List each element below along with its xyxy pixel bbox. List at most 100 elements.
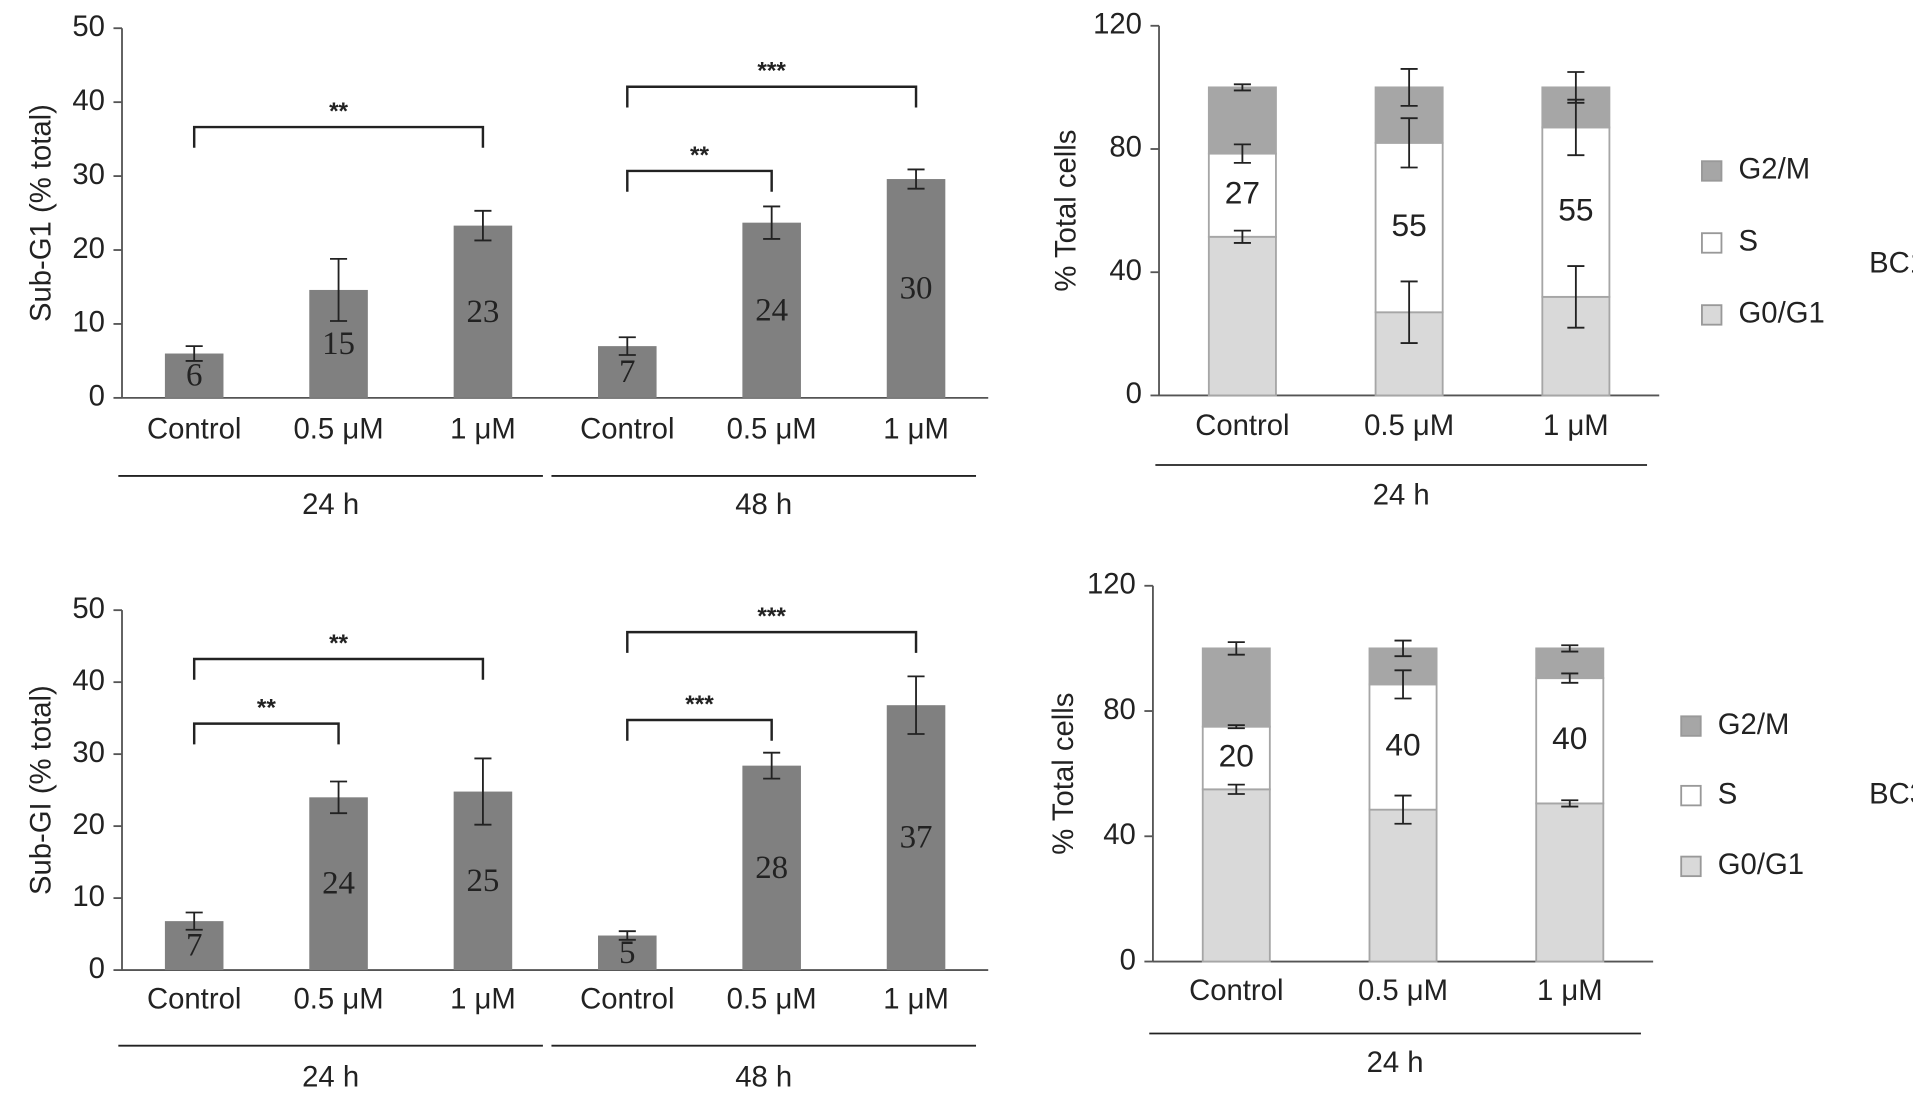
x-tick-label: 1 μM bbox=[1543, 409, 1609, 442]
cell-line-label: BC3 bbox=[1869, 777, 1913, 810]
value-label: 5 bbox=[619, 935, 635, 971]
y-tick-label: 0 bbox=[1126, 377, 1142, 410]
significance-label: ** bbox=[257, 694, 276, 721]
x-tick-label: Control bbox=[147, 413, 241, 446]
bar-segment bbox=[1201, 647, 1271, 728]
x-tick-label: Control bbox=[147, 982, 241, 1015]
significance-label: ** bbox=[690, 142, 709, 169]
group-label: 24 h bbox=[302, 488, 359, 521]
bar bbox=[742, 765, 801, 971]
y-tick-label: 40 bbox=[1109, 254, 1142, 287]
y-tick-label: 10 bbox=[72, 880, 105, 913]
x-tick-label: 0.5 μM bbox=[727, 982, 817, 1015]
value-label: 23 bbox=[466, 294, 499, 330]
bar-segment bbox=[1201, 788, 1271, 963]
group-label: 48 h bbox=[735, 1060, 792, 1093]
x-tick-label: Control bbox=[580, 982, 674, 1015]
y-tick-label: 20 bbox=[72, 808, 105, 841]
bar bbox=[453, 225, 513, 398]
group-label: 24 h bbox=[302, 1060, 359, 1093]
x-tick-label: Control bbox=[580, 413, 674, 446]
x-tick-label: 0.5 μM bbox=[1358, 974, 1448, 1007]
y-tick-label: 120 bbox=[1087, 568, 1136, 601]
y-axis-label: Sub-G1 (% total) bbox=[24, 104, 57, 322]
bar-segment bbox=[1368, 808, 1438, 963]
value-label: 24 bbox=[755, 292, 788, 328]
value-label: 30 bbox=[900, 270, 933, 306]
bar bbox=[742, 222, 801, 398]
value-label: 55 bbox=[1558, 192, 1593, 228]
y-tick-label: 80 bbox=[1109, 131, 1142, 164]
y-tick-label: 40 bbox=[72, 664, 105, 697]
x-tick-label: 0.5 μM bbox=[294, 982, 384, 1015]
x-tick-label: Control bbox=[1189, 974, 1283, 1007]
significance-bracket bbox=[192, 125, 485, 148]
y-tick-label: 40 bbox=[72, 84, 105, 117]
value-label: 40 bbox=[1552, 720, 1587, 756]
legend-swatch bbox=[1680, 715, 1702, 737]
value-label: 7 bbox=[186, 928, 202, 964]
group-label: 48 h bbox=[735, 488, 792, 521]
x-tick-label: 1 μM bbox=[450, 413, 516, 446]
value-label: 28 bbox=[755, 850, 788, 886]
x-tick-label: 1 μM bbox=[450, 982, 516, 1015]
y-tick-label: 0 bbox=[89, 952, 105, 985]
significance-bracket bbox=[192, 657, 485, 680]
legend-label: G0/G1 bbox=[1718, 848, 1804, 881]
bar bbox=[886, 179, 946, 398]
x-tick-label: Control bbox=[1195, 409, 1289, 442]
group-label: 24 h bbox=[1373, 478, 1430, 511]
significance-bracket bbox=[626, 718, 773, 741]
y-tick-label: 20 bbox=[72, 232, 105, 265]
significance-label: *** bbox=[685, 691, 714, 718]
bar bbox=[598, 935, 657, 971]
significance-bracket bbox=[626, 630, 918, 653]
value-label: 37 bbox=[900, 820, 933, 856]
value-label: 25 bbox=[466, 863, 499, 899]
legend-swatch bbox=[1680, 784, 1702, 807]
x-tick-label: 1 μM bbox=[883, 982, 949, 1015]
bar-segment bbox=[1368, 683, 1438, 811]
legend-swatch bbox=[1701, 160, 1723, 182]
significance-bracket bbox=[626, 85, 918, 108]
significance-bracket bbox=[192, 722, 340, 745]
value-label: 55 bbox=[1391, 207, 1426, 243]
y-tick-label: 30 bbox=[72, 736, 105, 769]
bar-segment bbox=[1207, 235, 1277, 397]
y-tick-label: 120 bbox=[1093, 8, 1142, 41]
value-label: 40 bbox=[1385, 726, 1420, 762]
bar-segment bbox=[1207, 86, 1277, 155]
x-tick-label: 0.5 μM bbox=[1364, 409, 1454, 442]
y-axis-label: Sub-GI (% total) bbox=[24, 685, 57, 895]
x-tick-label: 1 μM bbox=[883, 413, 949, 446]
bar-segment bbox=[1201, 725, 1271, 791]
y-tick-label: 50 bbox=[72, 592, 105, 625]
significance-label: ** bbox=[329, 630, 348, 657]
cell-line-label: BC1 bbox=[1869, 247, 1913, 280]
legend-label: G2/M bbox=[1718, 708, 1790, 741]
group-label: 24 h bbox=[1367, 1046, 1424, 1079]
significance-label: *** bbox=[757, 603, 786, 630]
value-label: 24 bbox=[322, 866, 355, 902]
significance-label: ** bbox=[329, 98, 348, 125]
x-tick-label: 0.5 μM bbox=[294, 413, 384, 446]
y-tick-label: 80 bbox=[1103, 693, 1136, 726]
bar bbox=[309, 797, 368, 971]
y-tick-label: 50 bbox=[72, 10, 105, 43]
y-tick-label: 0 bbox=[89, 380, 105, 413]
legend-label: S bbox=[1718, 777, 1738, 810]
value-label: 15 bbox=[322, 326, 355, 362]
legend-label: S bbox=[1739, 225, 1759, 258]
bar-segment bbox=[1535, 802, 1605, 963]
legend-label: G0/G1 bbox=[1739, 297, 1825, 330]
legend-swatch bbox=[1680, 855, 1702, 878]
significance-label: *** bbox=[757, 58, 786, 85]
value-label: 6 bbox=[186, 358, 202, 394]
x-tick-label: 0.5 μM bbox=[727, 413, 817, 446]
value-label: 27 bbox=[1225, 175, 1260, 211]
y-axis-label: % Total cells bbox=[1047, 693, 1080, 855]
legend-label: G2/M bbox=[1739, 153, 1811, 186]
significance-bracket bbox=[626, 169, 773, 192]
value-label: 7 bbox=[619, 354, 635, 390]
